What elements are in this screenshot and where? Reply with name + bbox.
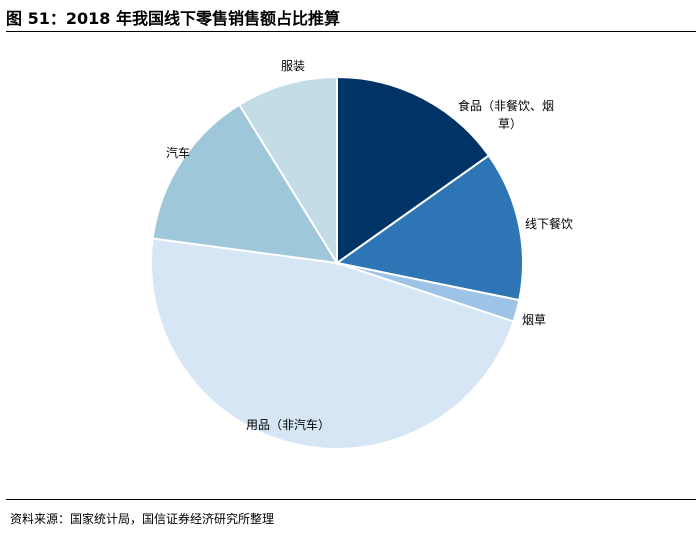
pie-slice-5	[151, 103, 339, 265]
pie-slice-1	[336, 75, 491, 265]
slice-label-5: 汽车	[166, 145, 190, 160]
slice-label-4: 用品（非汽车）	[246, 417, 330, 432]
source-rule	[6, 499, 696, 500]
slice-label-6: 服装	[281, 59, 305, 73]
title-rule	[6, 31, 696, 32]
source-note: 资料来源：国家统计局，国信证券经济研究所整理	[10, 512, 275, 526]
pie-slice-2	[334, 154, 524, 302]
slice-label-2: 线下餐饮	[525, 216, 573, 231]
pie-slices	[150, 75, 524, 450]
slice-label-1: 食品（非餐饮、烟草）	[458, 98, 554, 131]
pie-slice-6	[237, 75, 338, 267]
slice-label-3: 烟草	[522, 313, 546, 327]
figure-title: 图 51：2018 年我国线下零售销售额占比推算	[6, 9, 340, 28]
pie-slice-4	[150, 237, 515, 450]
